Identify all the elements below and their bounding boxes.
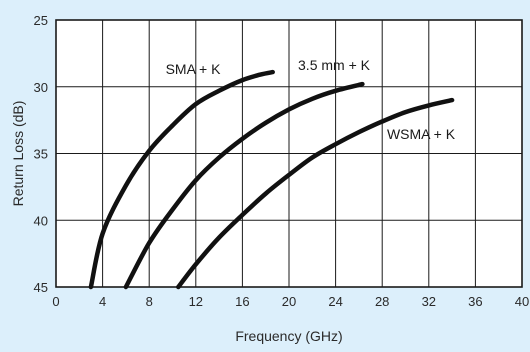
- x-tick-label: 40: [515, 294, 529, 309]
- grid-lines: [56, 20, 522, 287]
- x-tick-label: 36: [468, 294, 482, 309]
- x-tick-label: 28: [375, 294, 389, 309]
- x-tick-label: 8: [146, 294, 153, 309]
- x-axis-tick-labels: 0 4 8 12 16 20 24 28 32 36 40: [52, 294, 529, 309]
- series-line-sma-k: [88, 69, 275, 290]
- x-tick-label: 20: [282, 294, 296, 309]
- y-tick-label: 45: [34, 280, 48, 295]
- series-label-3-5-mm-k: 3.5 mm + K: [298, 57, 371, 73]
- series-label-sma-k: SMA + K: [166, 61, 222, 77]
- x-axis-title: Frequency (GHz): [235, 328, 342, 344]
- x-tick-label: 12: [189, 294, 203, 309]
- x-tick-label: 32: [422, 294, 436, 309]
- series-curves: [88, 69, 455, 290]
- x-tick-label: 16: [235, 294, 249, 309]
- y-tick-label: 40: [34, 213, 48, 228]
- x-tick-label: 24: [328, 294, 342, 309]
- x-tick-label: 4: [99, 294, 106, 309]
- y-tick-label: 25: [34, 13, 48, 28]
- y-axis-title: Return Loss (dB): [10, 101, 26, 207]
- series-line-3-5-mm-k: [123, 81, 365, 290]
- x-tick-label: 0: [52, 294, 59, 309]
- y-tick-label: 30: [34, 80, 48, 95]
- series-line-wsma-k: [176, 97, 455, 290]
- series-label-wsma-k: WSMA + K: [387, 126, 456, 142]
- series-labels: SMA + K 3.5 mm + K WSMA + K: [166, 57, 456, 142]
- y-axis-tick-labels: 25 30 35 40 45: [34, 13, 48, 295]
- y-tick-label: 35: [34, 147, 48, 162]
